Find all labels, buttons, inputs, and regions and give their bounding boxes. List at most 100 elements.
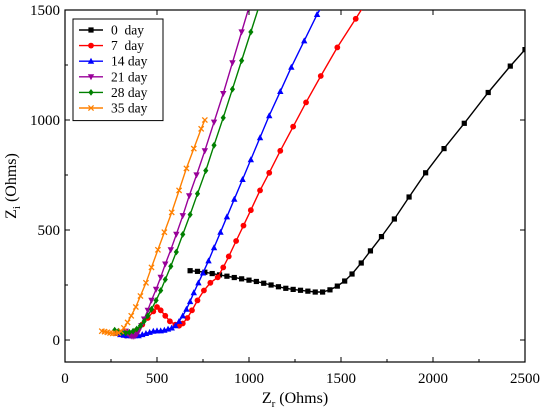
data-point bbox=[203, 167, 209, 174]
data-point bbox=[173, 231, 180, 238]
data-point bbox=[198, 125, 205, 132]
data-point bbox=[231, 195, 238, 202]
axis-ticks: 0 500 1000 1500 2000 2500 0 500 1000 1500 bbox=[30, 3, 540, 387]
data-point bbox=[288, 63, 295, 70]
data-point bbox=[349, 271, 355, 277]
data-point bbox=[231, 274, 237, 281]
data-point bbox=[158, 287, 164, 294]
y-axis-title-sub: i bbox=[11, 206, 23, 209]
data-point bbox=[186, 193, 193, 200]
data-point bbox=[507, 63, 513, 69]
data-point bbox=[224, 273, 230, 279]
data-point bbox=[168, 209, 175, 216]
y-tick-label: 0 bbox=[53, 333, 61, 349]
data-point bbox=[229, 60, 236, 67]
data-point bbox=[211, 141, 217, 149]
data-point bbox=[320, 289, 326, 295]
data-point bbox=[277, 88, 284, 94]
data-point bbox=[485, 89, 491, 96]
data-point bbox=[184, 315, 191, 321]
data-point bbox=[220, 264, 227, 271]
data-point bbox=[183, 305, 190, 312]
data-point bbox=[166, 318, 173, 325]
data-point bbox=[352, 15, 359, 22]
data-point bbox=[134, 325, 140, 333]
data-point bbox=[217, 228, 224, 235]
data-point bbox=[441, 146, 447, 152]
data-point bbox=[229, 85, 236, 93]
y-axis-title-unit: (Ohms) bbox=[3, 153, 20, 206]
data-point bbox=[190, 145, 197, 152]
data-point bbox=[220, 91, 227, 97]
data-point bbox=[187, 211, 193, 218]
legend-box bbox=[72, 18, 164, 122]
legend-label: 35 day bbox=[111, 101, 148, 116]
series-line bbox=[190, 49, 525, 293]
data-point bbox=[290, 123, 297, 130]
legend-item: 28 day bbox=[79, 85, 148, 100]
data-point bbox=[168, 324, 175, 331]
legend-item: 21 day bbox=[79, 69, 148, 84]
data-point bbox=[305, 288, 311, 294]
data-point bbox=[194, 268, 201, 274]
data-point bbox=[275, 284, 282, 290]
y-axis-title-main: Z bbox=[3, 209, 20, 219]
x-axis-title-unit: (Ohms) bbox=[275, 390, 328, 407]
data-point bbox=[186, 298, 194, 305]
data-point bbox=[201, 148, 209, 155]
data-point bbox=[247, 156, 255, 163]
data-point bbox=[194, 297, 201, 304]
data-point bbox=[167, 247, 174, 254]
data-point bbox=[238, 29, 245, 36]
data-point bbox=[327, 287, 333, 293]
data-point bbox=[172, 322, 179, 329]
data-point bbox=[137, 292, 144, 300]
data-point bbox=[175, 317, 183, 324]
legend-marker bbox=[87, 57, 95, 64]
data-point bbox=[145, 312, 151, 320]
legend-marker bbox=[88, 27, 94, 33]
legend-marker bbox=[87, 104, 95, 112]
data-point bbox=[162, 276, 168, 283]
legend-label: 7 day bbox=[111, 38, 144, 53]
y-tick-label: 500 bbox=[38, 223, 61, 239]
data-point bbox=[214, 274, 221, 281]
data-point bbox=[297, 287, 304, 293]
data-point bbox=[312, 289, 318, 295]
data-point bbox=[157, 274, 164, 281]
data-point bbox=[202, 269, 208, 275]
data-point bbox=[180, 231, 186, 238]
data-point bbox=[257, 0, 262, 7]
data-point bbox=[123, 329, 129, 337]
data-point bbox=[378, 234, 385, 240]
data-point bbox=[266, 169, 273, 176]
data-point bbox=[240, 222, 247, 229]
x-axis-title-sub: r bbox=[272, 398, 276, 410]
data-point bbox=[423, 170, 429, 176]
data-point bbox=[268, 282, 274, 288]
data-point bbox=[522, 47, 525, 53]
data-point bbox=[391, 216, 397, 222]
data-point bbox=[334, 283, 340, 289]
y-tick-label: 1500 bbox=[30, 3, 60, 19]
data-point bbox=[225, 253, 232, 260]
data-point bbox=[176, 187, 183, 194]
data-point bbox=[141, 317, 147, 325]
series-5 bbox=[98, 116, 208, 337]
data-point bbox=[162, 261, 169, 268]
x-tick-label: 2000 bbox=[418, 371, 448, 387]
legend-item: 35 day bbox=[79, 101, 148, 116]
data-point bbox=[342, 278, 348, 284]
data-point bbox=[179, 320, 186, 327]
data-point bbox=[194, 190, 201, 198]
x-axis-title-main: Z bbox=[262, 390, 272, 407]
data-point bbox=[256, 134, 264, 141]
series-layer bbox=[98, 0, 525, 340]
data-point bbox=[261, 280, 267, 286]
data-point bbox=[168, 262, 174, 270]
x-tick-label: 1500 bbox=[326, 371, 356, 387]
data-point bbox=[290, 286, 296, 292]
data-point bbox=[148, 297, 155, 304]
data-point bbox=[257, 187, 263, 194]
